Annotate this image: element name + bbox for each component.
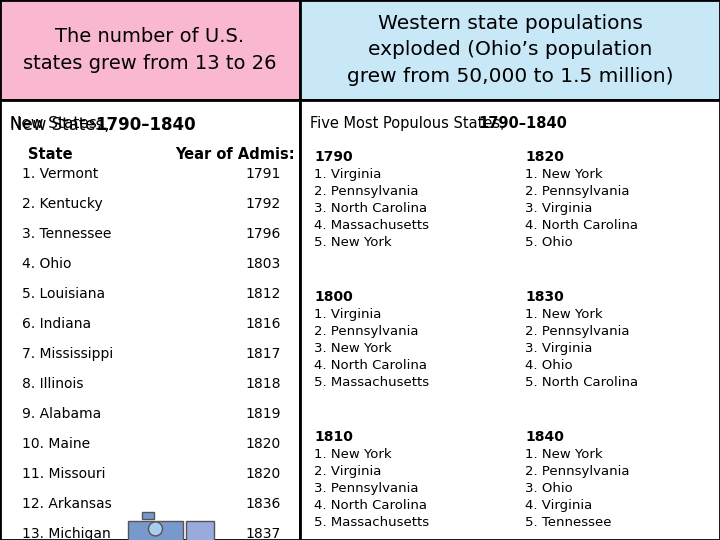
Bar xyxy=(128,521,183,540)
Text: 1. Vermont: 1. Vermont xyxy=(22,167,98,181)
Text: 4. Ohio: 4. Ohio xyxy=(525,359,572,372)
Text: 5. Louisiana: 5. Louisiana xyxy=(22,287,105,301)
Text: 8. Illinois: 8. Illinois xyxy=(22,377,84,391)
Text: 2. Pennsylvania: 2. Pennsylvania xyxy=(525,325,629,338)
Text: State: State xyxy=(28,147,73,162)
Text: 1791: 1791 xyxy=(245,167,280,181)
Text: 1819: 1819 xyxy=(245,407,281,421)
Text: 3. New York: 3. New York xyxy=(314,342,392,355)
Text: 1. New York: 1. New York xyxy=(525,448,603,461)
Text: 3. Virginia: 3. Virginia xyxy=(525,342,593,355)
Bar xyxy=(300,100,720,540)
Text: 1. Virginia: 1. Virginia xyxy=(314,308,382,321)
Text: 2. Pennsylvania: 2. Pennsylvania xyxy=(314,185,418,198)
Text: 1820: 1820 xyxy=(245,437,280,451)
Text: 1. New York: 1. New York xyxy=(314,448,392,461)
Bar xyxy=(300,0,720,100)
Text: 1790–1840: 1790–1840 xyxy=(95,116,196,134)
Text: New States,: New States, xyxy=(10,116,107,131)
Text: 1830: 1830 xyxy=(525,290,564,304)
Text: 3. North Carolina: 3. North Carolina xyxy=(314,202,427,215)
Text: 1. New York: 1. New York xyxy=(525,168,603,181)
Text: 1796: 1796 xyxy=(245,227,280,241)
Text: 3. Ohio: 3. Ohio xyxy=(525,482,573,495)
Text: 1800: 1800 xyxy=(314,290,353,304)
Text: 1816: 1816 xyxy=(245,317,281,331)
Text: New States,         1790–1840: New States, 1790–1840 xyxy=(10,116,230,131)
Text: 2. Pennsylvania: 2. Pennsylvania xyxy=(314,325,418,338)
Text: 2. Kentucky: 2. Kentucky xyxy=(22,197,103,211)
Text: 5. New York: 5. New York xyxy=(314,236,392,249)
Text: 4. North Carolina: 4. North Carolina xyxy=(314,359,427,372)
Text: 5. Massachusetts: 5. Massachusetts xyxy=(314,516,429,529)
Text: Five Most Populous States,: Five Most Populous States, xyxy=(310,116,509,131)
Text: 12. Arkansas: 12. Arkansas xyxy=(22,497,112,511)
Text: 1818: 1818 xyxy=(245,377,281,391)
Text: The number of U.S.
states grew from 13 to 26: The number of U.S. states grew from 13 t… xyxy=(23,27,276,73)
Text: 2. Virginia: 2. Virginia xyxy=(314,465,382,478)
Text: 1820: 1820 xyxy=(245,467,280,481)
Text: 4. North Carolina: 4. North Carolina xyxy=(314,499,427,512)
Text: 4. Ohio: 4. Ohio xyxy=(22,257,71,271)
Text: 5. North Carolina: 5. North Carolina xyxy=(525,376,638,389)
Text: 5. Ohio: 5. Ohio xyxy=(525,236,573,249)
Text: 1837: 1837 xyxy=(245,527,280,540)
Text: Year of Admis:: Year of Admis: xyxy=(175,147,294,162)
Text: 1840: 1840 xyxy=(525,430,564,444)
Text: 1836: 1836 xyxy=(245,497,280,511)
Text: 9. Alabama: 9. Alabama xyxy=(22,407,102,421)
Text: 1812: 1812 xyxy=(245,287,280,301)
Bar xyxy=(0,100,300,540)
Text: 2. Pennsylvania: 2. Pennsylvania xyxy=(525,465,629,478)
Text: 13. Michigan: 13. Michigan xyxy=(22,527,111,540)
Text: 1810: 1810 xyxy=(314,430,353,444)
Text: 1. New York: 1. New York xyxy=(525,308,603,321)
Text: 3. Virginia: 3. Virginia xyxy=(525,202,593,215)
Text: 5. Tennessee: 5. Tennessee xyxy=(525,516,611,529)
Text: 4. Massachusetts: 4. Massachusetts xyxy=(314,219,429,232)
Text: 1790–1840: 1790–1840 xyxy=(478,116,567,131)
Text: 1820: 1820 xyxy=(525,150,564,164)
Bar xyxy=(186,521,214,540)
Circle shape xyxy=(148,522,163,536)
Text: 3. Tennessee: 3. Tennessee xyxy=(22,227,112,241)
Bar xyxy=(0,0,300,100)
Text: Western state populations
exploded (Ohio’s population
grew from 50,000 to 1.5 mi: Western state populations exploded (Ohio… xyxy=(347,14,673,86)
Text: 7. Mississippi: 7. Mississippi xyxy=(22,347,113,361)
Text: 4. Virginia: 4. Virginia xyxy=(525,499,593,512)
Text: 4. North Carolina: 4. North Carolina xyxy=(525,219,638,232)
Text: 1790: 1790 xyxy=(314,150,353,164)
Text: 1817: 1817 xyxy=(245,347,280,361)
Text: 6. Indiana: 6. Indiana xyxy=(22,317,91,331)
Text: 11. Missouri: 11. Missouri xyxy=(22,467,106,481)
Text: 1. Virginia: 1. Virginia xyxy=(314,168,382,181)
Text: 10. Maine: 10. Maine xyxy=(22,437,90,451)
Text: 5. Massachusetts: 5. Massachusetts xyxy=(314,376,429,389)
Text: 2. Pennsylvania: 2. Pennsylvania xyxy=(525,185,629,198)
Bar xyxy=(142,512,154,519)
Text: New States,: New States, xyxy=(10,116,115,134)
Text: 3. Pennsylvania: 3. Pennsylvania xyxy=(314,482,418,495)
Text: 1803: 1803 xyxy=(245,257,280,271)
Text: 1792: 1792 xyxy=(245,197,280,211)
